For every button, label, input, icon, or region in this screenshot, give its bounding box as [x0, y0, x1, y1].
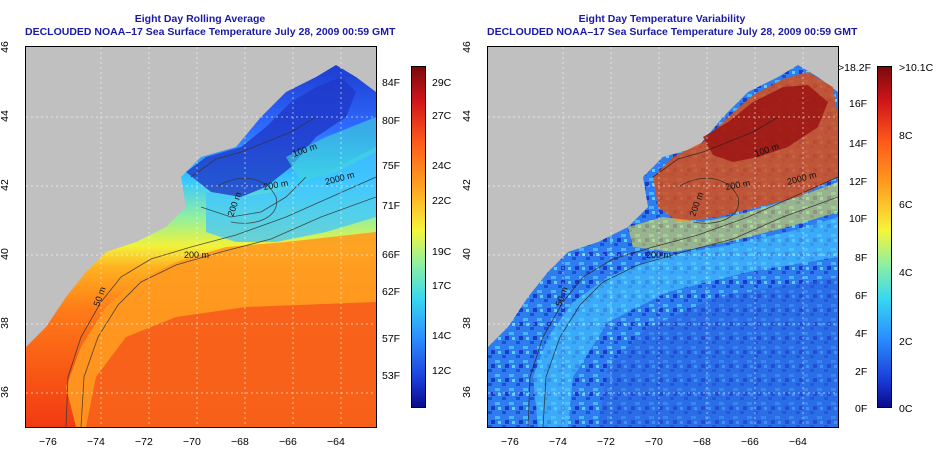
- right-legend-f-0: 0F: [855, 403, 868, 415]
- right-transition-band: [628, 182, 838, 252]
- right-legend-c-2: 2C: [899, 336, 913, 348]
- right-subtitle: DECLOUDED NOAA–17 Sea Surface Temperatur…: [487, 26, 858, 38]
- left-legend-c-24: 24C: [432, 160, 452, 172]
- left-legend-f-71: 71F: [382, 200, 401, 212]
- right-legend-f-14: 14F: [849, 138, 868, 150]
- left-subtitle: DECLOUDED NOAA–17 Sea Surface Temperatur…: [25, 26, 396, 38]
- right-legend-f-4: 4F: [855, 328, 868, 340]
- left-colorbar: [411, 66, 426, 408]
- left-x-tick-74: −74: [87, 436, 105, 448]
- right-bathymetry-contours: [527, 116, 838, 427]
- left-contour-label-200m-a: 200 m: [263, 178, 289, 192]
- right-x-tick-66: −66: [741, 436, 759, 448]
- left-sst-map[interactable]: 100 m 200 m 200 m 200 m 2000 m 50 m: [25, 46, 377, 428]
- left-x-tick-72: −72: [135, 436, 153, 448]
- right-variability-map[interactable]: 100 m 200 m 200 m 200 m 2000 m 50 m: [487, 46, 839, 428]
- right-shelf-variability: [533, 217, 838, 427]
- right-y-tick-36: 36: [460, 386, 473, 398]
- left-x-tick-70: −70: [183, 436, 201, 448]
- left-legend-f-66: 66F: [382, 249, 401, 261]
- left-x-tick-64: −64: [327, 436, 345, 448]
- right-x-tick-68: −68: [693, 436, 711, 448]
- right-legend-c-10: >10.1C: [899, 62, 934, 74]
- right-extreme-variability: [703, 85, 828, 162]
- right-x-tick-64: −64: [789, 436, 807, 448]
- right-legend-f-6: 6F: [855, 290, 868, 302]
- left-legend-c-14: 14C: [432, 330, 452, 342]
- left-legend-f-53: 53F: [382, 370, 401, 382]
- left-legend-f-80: 80F: [382, 115, 401, 127]
- left-legend-c-19: 19C: [432, 246, 452, 258]
- right-legend-f-16: 16F: [849, 98, 868, 110]
- right-y-tick-44: 44: [460, 110, 473, 122]
- left-gulf-of-maine: [186, 77, 356, 197]
- left-warm-water: [86, 302, 376, 427]
- left-legend-f-75: 75F: [382, 160, 401, 172]
- left-y-tick-44: 44: [0, 110, 11, 122]
- right-y-tick-46: 46: [460, 41, 473, 53]
- right-legend-f-8: 8F: [855, 252, 868, 264]
- right-legend-c-4: 4C: [899, 267, 913, 279]
- left-legend-c-29: 29C: [432, 77, 452, 89]
- right-x-tick-72: −72: [597, 436, 615, 448]
- right-colorbar: [877, 66, 892, 408]
- left-legend-c-12: 12C: [432, 365, 452, 377]
- left-legend-c-22: 22C: [432, 195, 452, 207]
- left-x-tick-68: −68: [231, 436, 249, 448]
- right-open-ocean-low-variability: [598, 277, 838, 427]
- left-bathymetry-contours: [65, 116, 376, 427]
- left-title: Eight Day Rolling Average: [134, 13, 266, 25]
- right-legend-f-12: 12F: [849, 176, 868, 188]
- right-legend-f-18: >18.2F: [838, 62, 871, 74]
- left-y-tick-38: 38: [0, 317, 11, 329]
- left-y-tick-42: 42: [0, 179, 11, 191]
- right-legend-f-10: 10F: [849, 213, 868, 225]
- left-y-tick-46: 46: [0, 41, 11, 53]
- left-graticule: [26, 47, 376, 427]
- left-y-tick-40: 40: [0, 248, 11, 260]
- right-x-tick-76: −76: [501, 436, 519, 448]
- right-contour-label-200m-a: 200 m: [725, 178, 751, 192]
- right-legend-c-0: 0C: [899, 403, 913, 415]
- right-legend-c-6: 6C: [899, 199, 913, 211]
- right-x-tick-70: −70: [645, 436, 663, 448]
- left-legend-c-17: 17C: [432, 280, 452, 292]
- left-y-tick-36: 36: [0, 386, 11, 398]
- right-graticule: [488, 47, 838, 427]
- left-scotian-shelf: [286, 117, 376, 182]
- left-x-tick-66: −66: [279, 436, 297, 448]
- left-legend-f-84: 84F: [382, 77, 401, 89]
- right-legend-c-8: 8C: [899, 130, 913, 142]
- right-title: Eight Day Temperature Variability: [578, 13, 746, 25]
- right-contour-label-200m-c: 200 m: [646, 250, 671, 260]
- left-legend-c-27: 27C: [432, 110, 452, 122]
- left-x-tick-76: −76: [39, 436, 57, 448]
- left-legend-f-57: 57F: [382, 333, 401, 345]
- right-x-tick-74: −74: [549, 436, 567, 448]
- right-y-tick-38: 38: [460, 317, 473, 329]
- right-y-tick-40: 40: [460, 248, 473, 260]
- right-y-tick-42: 42: [460, 179, 473, 191]
- right-legend-f-2: 2F: [855, 366, 868, 378]
- left-legend-f-62: 62F: [382, 286, 401, 298]
- left-contour-label-200m-c: 200 m: [184, 250, 209, 260]
